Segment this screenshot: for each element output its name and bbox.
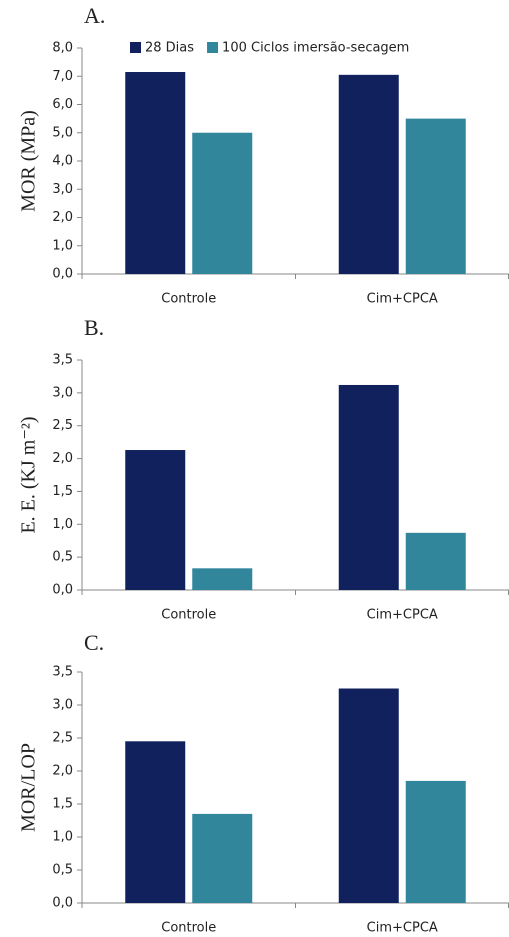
y-tick-label: 3,5	[52, 665, 73, 680]
y-axis-label: E. E. (KJ m⁻²)	[18, 416, 40, 533]
legend-label: 28 Dias	[145, 41, 194, 56]
bar	[338, 688, 399, 903]
legend-swatch	[130, 42, 141, 53]
bar	[338, 384, 399, 590]
bar	[192, 568, 253, 590]
bar	[405, 532, 466, 590]
y-tick-label: 7,0	[52, 69, 73, 84]
y-tick-label: 2,0	[52, 210, 73, 225]
y-tick-label: 1,5	[52, 797, 73, 812]
y-tick-label: 0,0	[52, 583, 73, 598]
panel-title: C.	[84, 630, 104, 655]
y-axis-label: MOR/LOP	[18, 743, 40, 832]
y-tick-label: 1,0	[52, 517, 73, 532]
y-tick-label: 4,0	[52, 154, 73, 169]
x-tick-label: Cim+CPCA	[367, 921, 438, 936]
y-tick-label: 1,0	[52, 830, 73, 845]
y-tick-label: 2,5	[52, 731, 73, 746]
y-tick-label: 0,0	[52, 267, 73, 282]
bar	[338, 74, 399, 275]
legend-label: 100 Ciclos imersão-secagem	[222, 41, 409, 56]
bar	[405, 118, 466, 274]
y-tick-label: 2,5	[52, 418, 73, 433]
y-tick-label: 0,5	[52, 863, 73, 878]
x-tick-label: Controle	[161, 608, 216, 623]
bar	[192, 813, 253, 903]
y-tick-label: 2,0	[52, 451, 73, 466]
bar	[192, 132, 253, 274]
y-tick-label: 5,0	[52, 125, 73, 140]
x-tick-label: Controle	[161, 292, 216, 307]
panel-title: B.	[84, 315, 104, 340]
y-tick-label: 0,5	[52, 550, 73, 565]
bar	[125, 450, 186, 590]
y-tick-label: 3,0	[52, 385, 73, 400]
bar	[405, 780, 466, 903]
y-tick-label: 1,5	[52, 484, 73, 499]
y-tick-label: 6,0	[52, 97, 73, 112]
y-tick-label: 3,0	[52, 698, 73, 713]
panel-title: A.	[84, 3, 105, 28]
x-tick-label: Cim+CPCA	[367, 608, 438, 623]
y-axis-label: MOR (MPa)	[18, 110, 40, 212]
y-tick-label: 0,0	[52, 896, 73, 911]
x-tick-label: Controle	[161, 921, 216, 936]
x-tick-label: Cim+CPCA	[367, 292, 438, 307]
y-tick-label: 8,0	[52, 41, 73, 56]
bar	[125, 72, 186, 274]
bar	[125, 741, 186, 903]
legend-swatch	[207, 42, 219, 53]
y-tick-label: 3,0	[52, 182, 73, 197]
y-tick-label: 3,5	[52, 353, 73, 368]
y-tick-label: 2,0	[52, 764, 73, 779]
y-tick-label: 1,0	[52, 238, 73, 253]
